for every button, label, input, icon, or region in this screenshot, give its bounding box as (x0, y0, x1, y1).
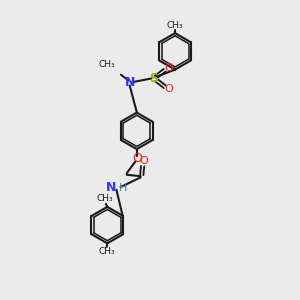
Text: S: S (149, 72, 158, 85)
Text: O: O (132, 152, 142, 165)
Text: O: O (164, 63, 172, 73)
Text: CH₃: CH₃ (98, 60, 115, 69)
Text: CH₃: CH₃ (98, 248, 115, 256)
Text: O: O (164, 84, 172, 94)
Text: O: O (140, 157, 148, 166)
Text: N: N (124, 76, 135, 89)
Text: CH₃: CH₃ (167, 21, 183, 30)
Text: CH₃: CH₃ (96, 194, 113, 203)
Text: N: N (106, 182, 116, 194)
Text: H: H (119, 183, 127, 193)
